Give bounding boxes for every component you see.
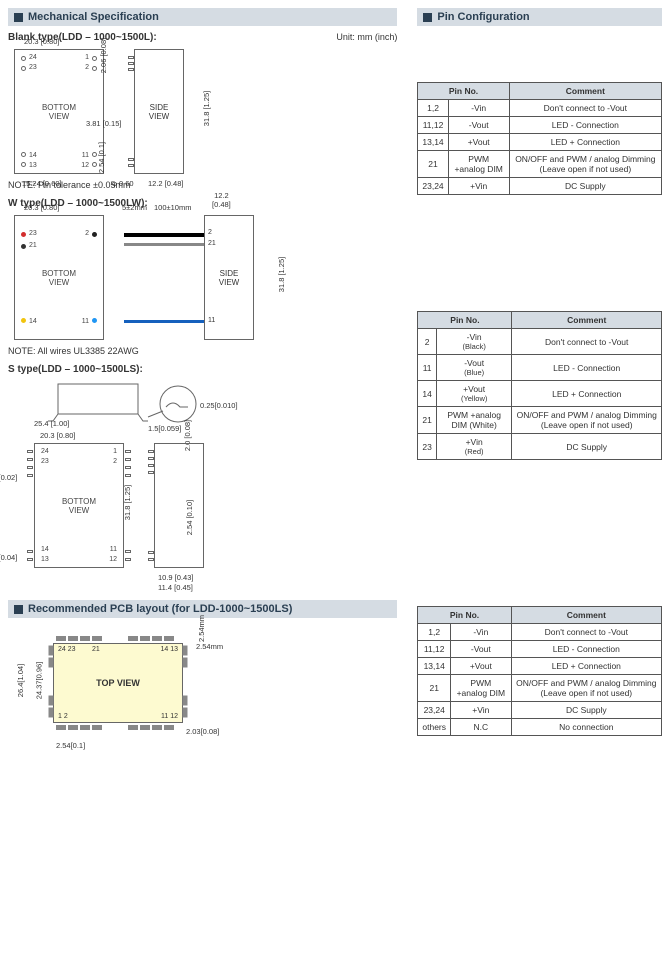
- table-row: 23,24+VinDC Supply: [418, 178, 662, 195]
- table-row: 13,14+VoutLED + Connection: [418, 658, 662, 675]
- mech-spec-header: Mechanical Specification: [8, 8, 397, 26]
- table-row: 13,14+VoutLED + Connection: [418, 134, 662, 151]
- dim-bot: 15.24 [0.60]: [22, 179, 62, 188]
- table-row: 1,2-VinDon't connect to -Vout: [418, 624, 662, 641]
- table-row: othersN.CNo connection: [418, 719, 662, 736]
- table-row: 11,12-VoutLED - Connection: [418, 117, 662, 134]
- pin-table-blank: Pin No.Comment 1,2-VinDon't connect to -…: [417, 82, 662, 195]
- pin-table-s: Pin No.Comment 1,2-VinDon't connect to -…: [417, 606, 662, 736]
- s-type-title: S type(LDD – 1000~1500LS):: [8, 364, 397, 375]
- table-row: 11-Vout(Blue)LED - Connection: [418, 355, 662, 381]
- s-type-profile: 0.25[0.010] 1.5[0.059]: [48, 379, 218, 439]
- blank-type-diagram: 20.3 [0.80] BOTTOM VIEW 24 23 1 2 14 13 …: [14, 49, 397, 174]
- table-row: 23+Vin(Red)DC Supply: [418, 434, 662, 460]
- blank-type-title: Blank type(LDD – 1000~1500L): Unit: mm (…: [8, 32, 397, 43]
- table-row: 11,12-VoutLED - Connection: [418, 641, 662, 658]
- pcb-top-view: TOP VIEW 24 23 21 14 13 1 2 11 12: [53, 643, 183, 723]
- dim-w: 20.3 [0.80]: [24, 37, 59, 46]
- pin-config-header: Pin Configuration: [417, 8, 662, 26]
- unit-label: Unit: mm (inch): [336, 32, 397, 43]
- s-type-diagram: 25.4 [1.00] 20.3 [0.80] BOTTOM VIEW 24 2…: [14, 443, 397, 568]
- side-view-label: SIDE VIEW: [149, 103, 169, 121]
- w-bottom-view: BOTTOM VIEW 23 21 2 14 11: [14, 215, 104, 340]
- blank-note: NOTE: Pin tolerance ±0.05mm: [8, 180, 397, 190]
- w-type-diagram: 20.3 [0.80] BOTTOM VIEW 23 21 2 14 11 5±…: [14, 215, 397, 340]
- pin-table-w: Pin No.Comment 2-Vin(Black)Don't connect…: [417, 311, 662, 460]
- s-bottom-view: BOTTOM VIEW 24 23 1 2 14 13 11 12: [34, 443, 124, 568]
- table-row: 21PWM +analog DIMON/OFF and PWM / analog…: [418, 675, 662, 702]
- bottom-view-label: BOTTOM VIEW: [42, 103, 76, 121]
- table-row: 14+Vout(Yellow)LED + Connection: [418, 381, 662, 407]
- s-side-view: [154, 443, 204, 568]
- table-row: 21PWM +analog DIMON/OFF and PWM / analog…: [418, 151, 662, 178]
- w-type-title: W type(LDD – 1000~1500LW):: [8, 198, 397, 209]
- table-row: 1,2-VinDon't connect to -Vout: [418, 100, 662, 117]
- table-row: 2-Vin(Black)Don't connect to -Vout: [418, 329, 662, 355]
- pcb-layout: TOP VIEW 24 23 21 14 13 1 2 11 12: [28, 628, 198, 748]
- blank-side-view: SIDE VIEW: [134, 49, 184, 174]
- w-note: NOTE: All wires UL3385 22AWG: [8, 346, 397, 356]
- table-row: 21PWM +analog DIM (White)ON/OFF and PWM …: [418, 407, 662, 434]
- blank-bottom-view: BOTTOM VIEW 24 23 1 2 14 13 11 12: [14, 49, 104, 174]
- table-row: 23,24+VinDC Supply: [418, 702, 662, 719]
